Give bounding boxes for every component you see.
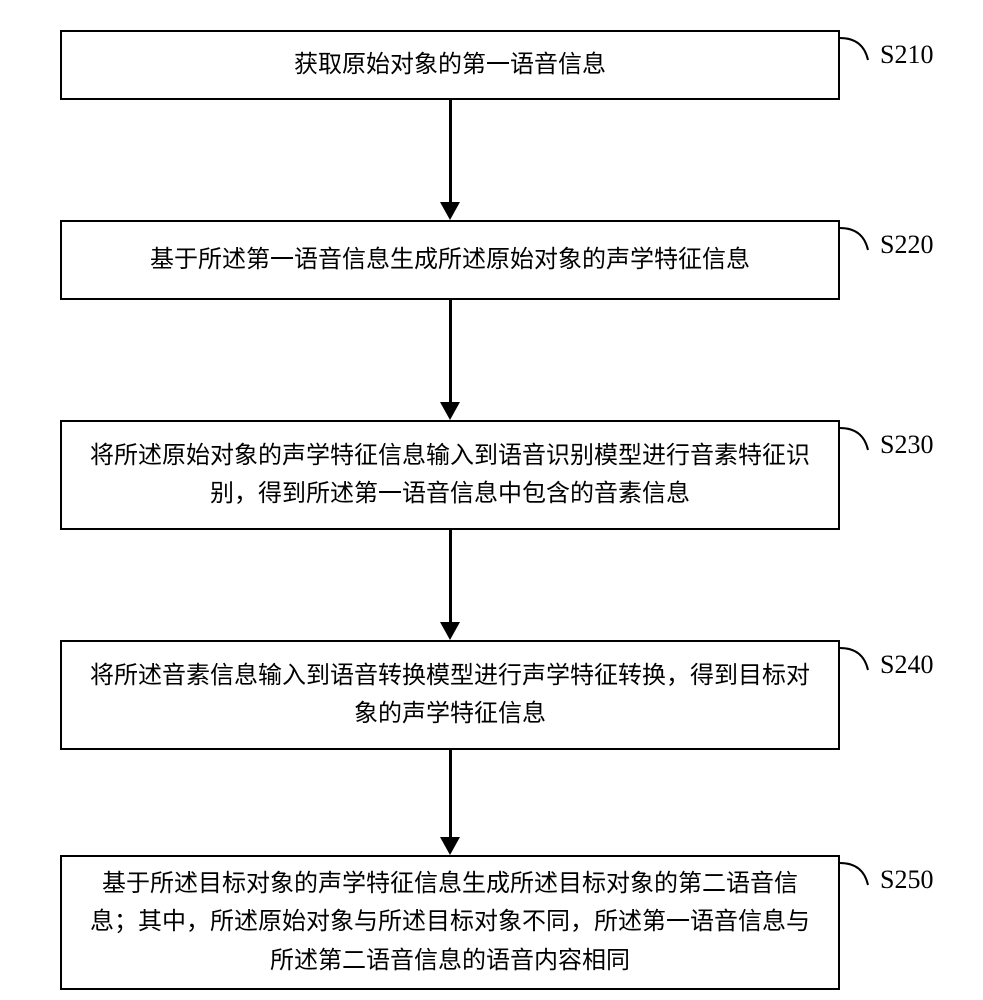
flow-box-s240: 将所述音素信息输入到语音转换模型进行声学特征转换，得到目标对象的声学特征信息 [60, 640, 840, 750]
step-label-s210: S210 [880, 40, 933, 70]
arrow-line-4 [449, 750, 452, 837]
flow-box-text-s230: 将所述原始对象的声学特征信息输入到语音识别模型进行音素特征识别，得到所述第一语音… [82, 437, 818, 514]
flow-box-s210: 获取原始对象的第一语音信息 [60, 30, 840, 100]
step-label-s240: S240 [880, 650, 933, 680]
flow-box-s220: 基于所述第一语音信息生成所述原始对象的声学特征信息 [60, 220, 840, 300]
flow-box-s230: 将所述原始对象的声学特征信息输入到语音识别模型进行音素特征识别，得到所述第一语音… [60, 420, 840, 530]
step-label-s220: S220 [880, 230, 933, 260]
step-label-s250: S250 [880, 865, 933, 895]
flow-box-text-s210: 获取原始对象的第一语音信息 [294, 46, 606, 84]
arrow-head-3 [440, 622, 460, 640]
arrow-head-1 [440, 202, 460, 220]
arrow-line-2 [449, 300, 452, 402]
flow-box-s250: 基于所述目标对象的声学特征信息生成所述目标对象的第二语音信息；其中，所述原始对象… [60, 855, 840, 990]
arrow-line-3 [449, 530, 452, 622]
flow-box-text-s250: 基于所述目标对象的声学特征信息生成所述目标对象的第二语音信息；其中，所述原始对象… [82, 865, 818, 980]
flowchart-container: 获取原始对象的第一语音信息 S210 基于所述第一语音信息生成所述原始对象的声学… [0, 0, 983, 1000]
arrow-head-2 [440, 402, 460, 420]
arrow-line-1 [449, 100, 452, 202]
flow-box-text-s240: 将所述音素信息输入到语音转换模型进行声学特征转换，得到目标对象的声学特征信息 [82, 657, 818, 734]
arrow-head-4 [440, 837, 460, 855]
flow-box-text-s220: 基于所述第一语音信息生成所述原始对象的声学特征信息 [150, 241, 750, 279]
step-label-s230: S230 [880, 430, 933, 460]
